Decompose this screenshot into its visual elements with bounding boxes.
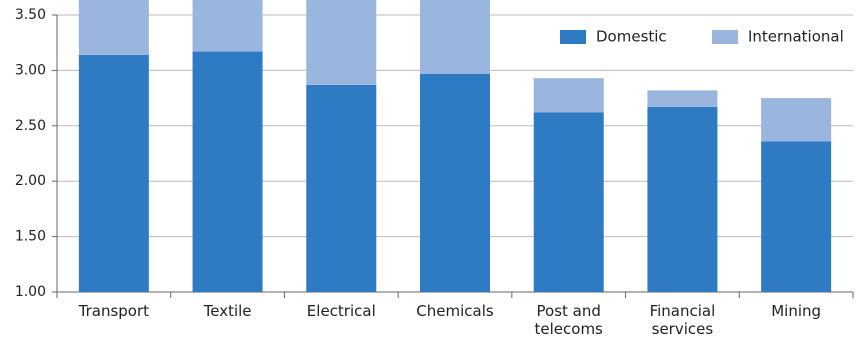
legend-swatch xyxy=(560,30,586,44)
x-tick-label: Financial services xyxy=(649,302,716,338)
bar-segment xyxy=(192,0,263,52)
bar-segment xyxy=(420,0,490,74)
bar-segment xyxy=(533,112,604,292)
y-tick-label: 2.00 xyxy=(15,173,46,189)
x-tick-label: Post and telecoms xyxy=(534,302,603,338)
bar-segment xyxy=(78,54,149,292)
bar-segment xyxy=(192,51,263,293)
legend-label: International xyxy=(748,28,844,46)
bar-segment xyxy=(761,98,832,142)
bar-segment xyxy=(420,73,490,292)
bar-segment xyxy=(78,0,149,55)
x-tick-label: Chemicals xyxy=(416,302,494,320)
bar-segment xyxy=(761,141,832,292)
bar-segment xyxy=(647,106,718,293)
y-tick-label: 2.50 xyxy=(15,118,46,134)
legend-label: Domestic xyxy=(596,28,667,46)
x-tick-label: Mining xyxy=(771,302,822,320)
legend-swatch xyxy=(712,30,738,44)
x-tick-label: Transport xyxy=(78,302,150,320)
bar-segment xyxy=(306,0,377,85)
y-tick-label: 3.50 xyxy=(15,7,46,23)
x-tick-label: Textile xyxy=(203,302,252,320)
bar-segment xyxy=(647,90,718,107)
x-tick-label: Electrical xyxy=(306,302,376,320)
bar-segment xyxy=(533,78,604,113)
y-tick-label: 1.50 xyxy=(15,229,46,245)
bar-segment xyxy=(306,84,377,292)
y-tick-label: 1.00 xyxy=(15,284,46,300)
y-tick-label: 3.00 xyxy=(15,62,46,78)
